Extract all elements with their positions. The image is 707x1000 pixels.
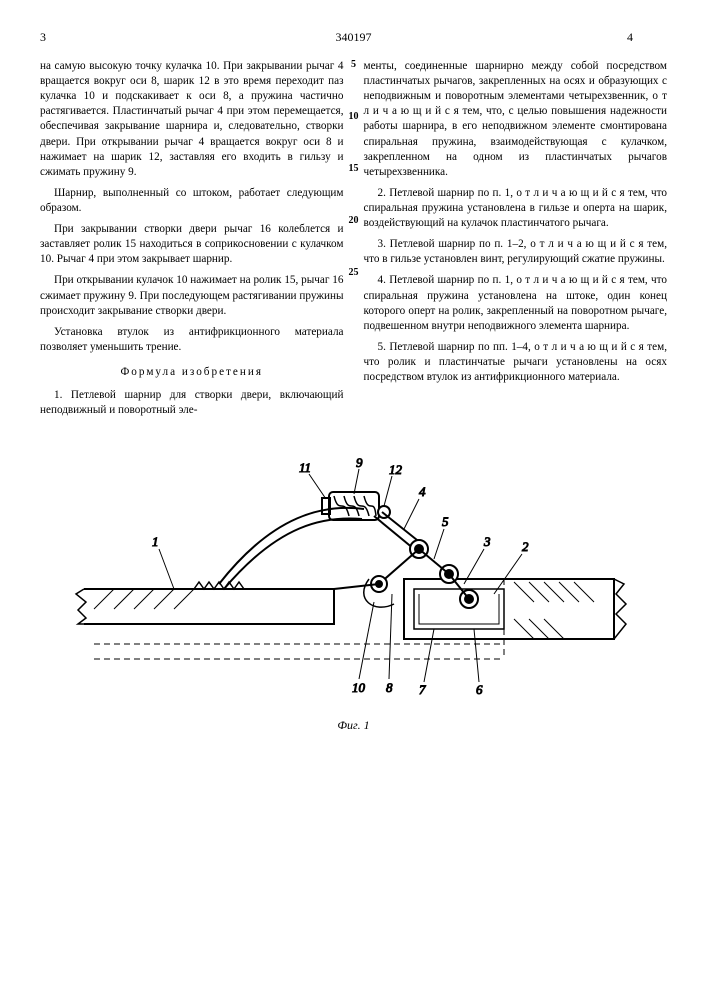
paragraph: Установка втулок из антифрикционного мат… bbox=[40, 325, 344, 355]
right-column: менты, соединенные шарнирно между собой … bbox=[364, 59, 668, 424]
callout-label: 3 bbox=[483, 534, 491, 549]
callout-label: 12 bbox=[389, 462, 403, 477]
callout-label: 4 bbox=[419, 484, 426, 499]
paragraph: на самую высокую точку кулачка 10. При з… bbox=[40, 59, 344, 180]
figure-area: 11 9 12 4 5 3 2 1 bbox=[40, 454, 667, 733]
left-column: на самую высокую точку кулачка 10. При з… bbox=[40, 59, 344, 424]
paragraph: менты, соединенные шарнирно между собой … bbox=[364, 59, 668, 180]
paragraph: Шарнир, выполненный со штоком, работает … bbox=[40, 186, 344, 216]
page-number-right: 4 bbox=[627, 30, 667, 45]
paragraph: 3. Петлевой шарнир по п. 1–2, о т л и ч … bbox=[364, 237, 668, 267]
formula-title: Формула изобретения bbox=[40, 365, 344, 380]
callout-label: 9 bbox=[356, 455, 363, 470]
figure-diagram: 11 9 12 4 5 3 2 1 bbox=[74, 454, 634, 714]
line-mark: 20 bbox=[349, 216, 359, 226]
document-number: 340197 bbox=[80, 30, 627, 45]
line-mark: 15 bbox=[349, 164, 359, 174]
callout-label: 5 bbox=[442, 514, 449, 529]
callout-label: 10 bbox=[352, 680, 366, 695]
paragraph: 2. Петлевой шарнир по п. 1, о т л и ч а … bbox=[364, 186, 668, 231]
callout-label: 2 bbox=[522, 539, 529, 554]
callout-label: 8 bbox=[386, 680, 393, 695]
callout-label: 11 bbox=[299, 460, 311, 475]
callout-label: 1 bbox=[152, 534, 159, 549]
paragraph: При закрывании створки двери рычаг 16 ко… bbox=[40, 222, 344, 267]
line-mark: 5 bbox=[349, 60, 359, 70]
callout-label: 7 bbox=[419, 682, 426, 697]
header-row: 3 340197 4 bbox=[40, 30, 667, 45]
figure-caption: Фиг. 1 bbox=[40, 718, 667, 733]
callout-label: 6 bbox=[476, 682, 483, 697]
page-number-left: 3 bbox=[40, 30, 80, 45]
line-number-gutter: 5 10 15 20 25 bbox=[349, 60, 359, 320]
paragraph: 1. Петлевой шарнир для створки двери, вк… bbox=[40, 388, 344, 418]
paragraph: 4. Петлевой шарнир по п. 1, о т л и ч а … bbox=[364, 273, 668, 333]
line-mark: 25 bbox=[349, 268, 359, 278]
line-mark: 10 bbox=[349, 112, 359, 122]
paragraph: При открывании кулачок 10 нажимает на ро… bbox=[40, 273, 344, 318]
paragraph: 5. Петлевой шарнир по пп. 1–4, о т л и ч… bbox=[364, 340, 668, 385]
